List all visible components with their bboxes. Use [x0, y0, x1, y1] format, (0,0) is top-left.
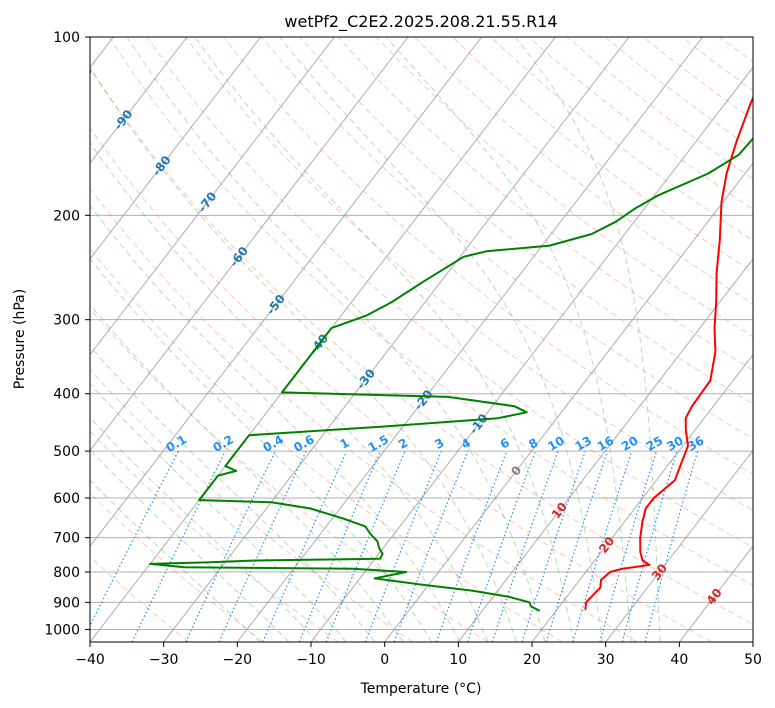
moist-adiabat-line [90, 417, 319, 642]
x-axis-label: Temperature (°C) [360, 681, 482, 697]
mixing-ratio-line [621, 450, 678, 642]
y-tick-label: 700 [53, 531, 80, 547]
moist-adiabat-line [90, 449, 290, 642]
isotherm-line [90, 37, 262, 260]
mixing-ratio-line [298, 450, 381, 642]
isotherm-line [90, 37, 409, 452]
moist-adiabat-line [514, 37, 661, 642]
dry-adiabat-line [90, 430, 339, 642]
isotherm-line [163, 37, 630, 642]
dry-adiabat-line [90, 66, 753, 625]
isotherm-line [457, 258, 753, 642]
moist-adiabat-line [90, 304, 404, 642]
mixing-ratio-line [599, 450, 658, 642]
dry-adiabat-line [90, 308, 488, 642]
dry-adiabat-line [90, 555, 190, 642]
x-tick-label: 50 [744, 652, 762, 668]
mixing-ratio-line [644, 450, 699, 642]
moist-adiabat-line [385, 37, 632, 642]
y-axis: 100 200 300 400 500 600 700 800 900 1000 [44, 30, 90, 638]
x-tick-label: −20 [223, 652, 253, 668]
dry-adiabat-line [90, 187, 638, 642]
x-tick-label: −40 [75, 652, 105, 668]
background-lines [90, 37, 775, 642]
mixing-ratio-line [572, 450, 633, 642]
y-tick-label: 400 [53, 387, 80, 403]
profile-lines [149, 95, 753, 612]
y-tick-label: 900 [53, 595, 80, 611]
plot-background [90, 37, 753, 642]
moist-adiabat-line [279, 37, 603, 642]
y-tick-label: 300 [53, 313, 80, 329]
mixing-ratio-line [90, 450, 179, 627]
mixing-ratio-line [466, 450, 536, 642]
y-tick-label: 200 [53, 208, 80, 224]
x-tick-label: 40 [670, 652, 688, 668]
x-tick-label: −10 [296, 652, 326, 668]
dewpoint-profile-line [149, 136, 753, 612]
dry-adiabat-line [758, 37, 775, 642]
y-tick-label: 100 [53, 30, 80, 46]
moist-adiabat-line [194, 37, 575, 642]
y-tick-label: 800 [53, 565, 80, 581]
mixing-ratio-line [545, 450, 609, 642]
x-axis: −40 −30 −20 −10 0 10 20 30 40 50 [75, 642, 762, 668]
chart-title: wetPf2_C2E2.2025.208.21.55.R14 [284, 12, 557, 32]
isotherm-line [90, 37, 483, 548]
x-tick-label: 20 [523, 652, 541, 668]
y-tick-label: 600 [53, 491, 80, 507]
dry-adiabat-line [375, 37, 753, 338]
dry-adiabat-line [184, 37, 753, 511]
moist-adiabat-line [90, 66, 517, 642]
moist-adiabat-line [90, 345, 376, 642]
dry-adiabat-line [337, 37, 753, 371]
dry-adiabat-line [299, 37, 753, 405]
moist-adiabat-line [90, 257, 432, 642]
x-tick-label: 0 [380, 652, 389, 668]
mixing-ratio-line [521, 450, 586, 642]
mixing-ratio-line [262, 450, 348, 642]
isotherm-line [90, 37, 335, 356]
x-tick-label: 30 [597, 652, 615, 668]
x-tick-label: 10 [449, 652, 467, 668]
mixing-ratio-line [393, 450, 469, 642]
moist-adiabat-line [90, 479, 261, 642]
x-tick-label: −30 [149, 652, 179, 668]
y-tick-label: 500 [53, 444, 80, 460]
temperature-profile-line [584, 95, 753, 610]
isotherm-line [752, 641, 753, 642]
isotherm-line [531, 353, 753, 642]
mixing-ratio-line [364, 450, 442, 642]
isotherm-line [605, 449, 753, 642]
dry-adiabat-line [108, 37, 753, 586]
plot-frame [89, 36, 754, 643]
mixing-ratio-line [435, 450, 508, 642]
isotherm-line [236, 37, 704, 642]
y-axis-label: Pressure (hPa) [12, 289, 28, 389]
moist-adiabat-line [90, 141, 489, 642]
isotherm-line [384, 162, 753, 642]
mixing-ratio-line [325, 450, 406, 642]
y-tick-label: 1000 [44, 622, 80, 638]
isotherm-line [90, 37, 188, 164]
moist-adiabat-line [126, 37, 546, 642]
dry-adiabat-line [90, 247, 563, 642]
dry-adiabat-line [90, 127, 712, 642]
mixing-ratio-line [491, 450, 559, 642]
isotherm-line [310, 66, 753, 642]
